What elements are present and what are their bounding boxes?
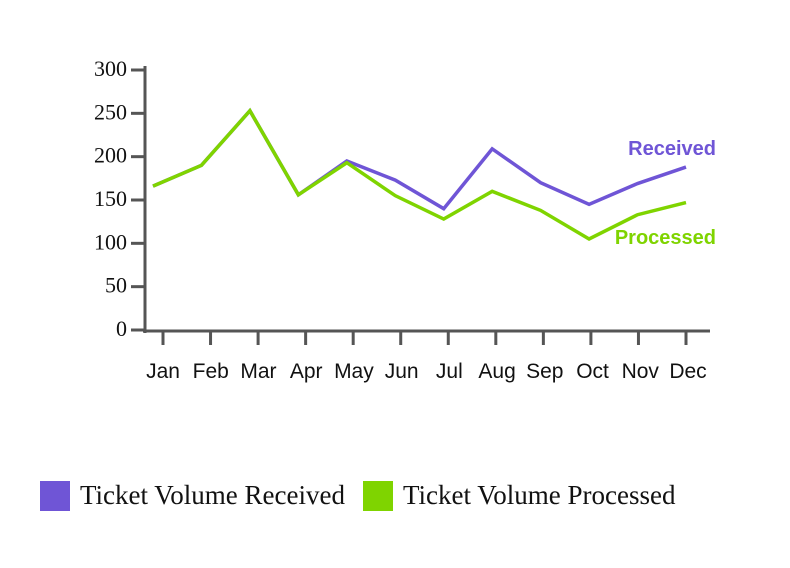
x-tick-label: Mar xyxy=(240,360,276,383)
x-tick-label: Jan xyxy=(146,360,180,383)
x-tick-label: Dec xyxy=(669,360,706,383)
y-tick-label: 150 xyxy=(94,186,127,211)
legend-label-received: Ticket Volume Received xyxy=(80,480,345,510)
series-lines xyxy=(152,107,687,241)
x-tick-label: Apr xyxy=(290,360,323,383)
x-tick-label: Feb xyxy=(193,360,229,383)
y-tick-label: 300 xyxy=(94,56,127,81)
x-tick-label: Sep xyxy=(526,360,563,383)
x-axis: Jan Feb Mar Apr May Jun Jul Aug Sep Oct Nov Dec xyxy=(143,329,710,383)
x-tick-label: Oct xyxy=(576,360,609,383)
y-tick-label: 50 xyxy=(105,273,127,298)
x-tick-label: Aug xyxy=(478,360,515,383)
series-line-0 xyxy=(152,107,687,211)
legend-item-received: Ticket Volume Received xyxy=(40,480,345,511)
legend-swatch-received xyxy=(40,480,70,511)
series-label-1: Processed xyxy=(615,227,716,249)
series-labels: Received Processed xyxy=(615,138,716,249)
legend: Ticket Volume Received Ticket Volume Pro… xyxy=(40,480,694,511)
series-label-0: Received xyxy=(628,138,716,160)
series-line-1 xyxy=(152,107,687,241)
y-tick-label: 200 xyxy=(94,143,127,168)
y-tick-label: 100 xyxy=(94,229,127,254)
x-tick-label: May xyxy=(334,360,374,383)
x-tick-label: Nov xyxy=(622,360,660,383)
y-tick-label: 0 xyxy=(116,316,127,341)
legend-swatch-processed xyxy=(362,480,393,511)
y-axis: 0 50 100 150 200 250 300 xyxy=(94,56,147,341)
legend-label-processed: Ticket Volume Processed xyxy=(402,480,676,510)
y-tick-label: 250 xyxy=(94,99,127,124)
legend-item-processed: Ticket Volume Processed xyxy=(362,480,676,511)
x-tick-label: Jul xyxy=(436,360,463,383)
x-tick-label: Jun xyxy=(385,360,419,383)
